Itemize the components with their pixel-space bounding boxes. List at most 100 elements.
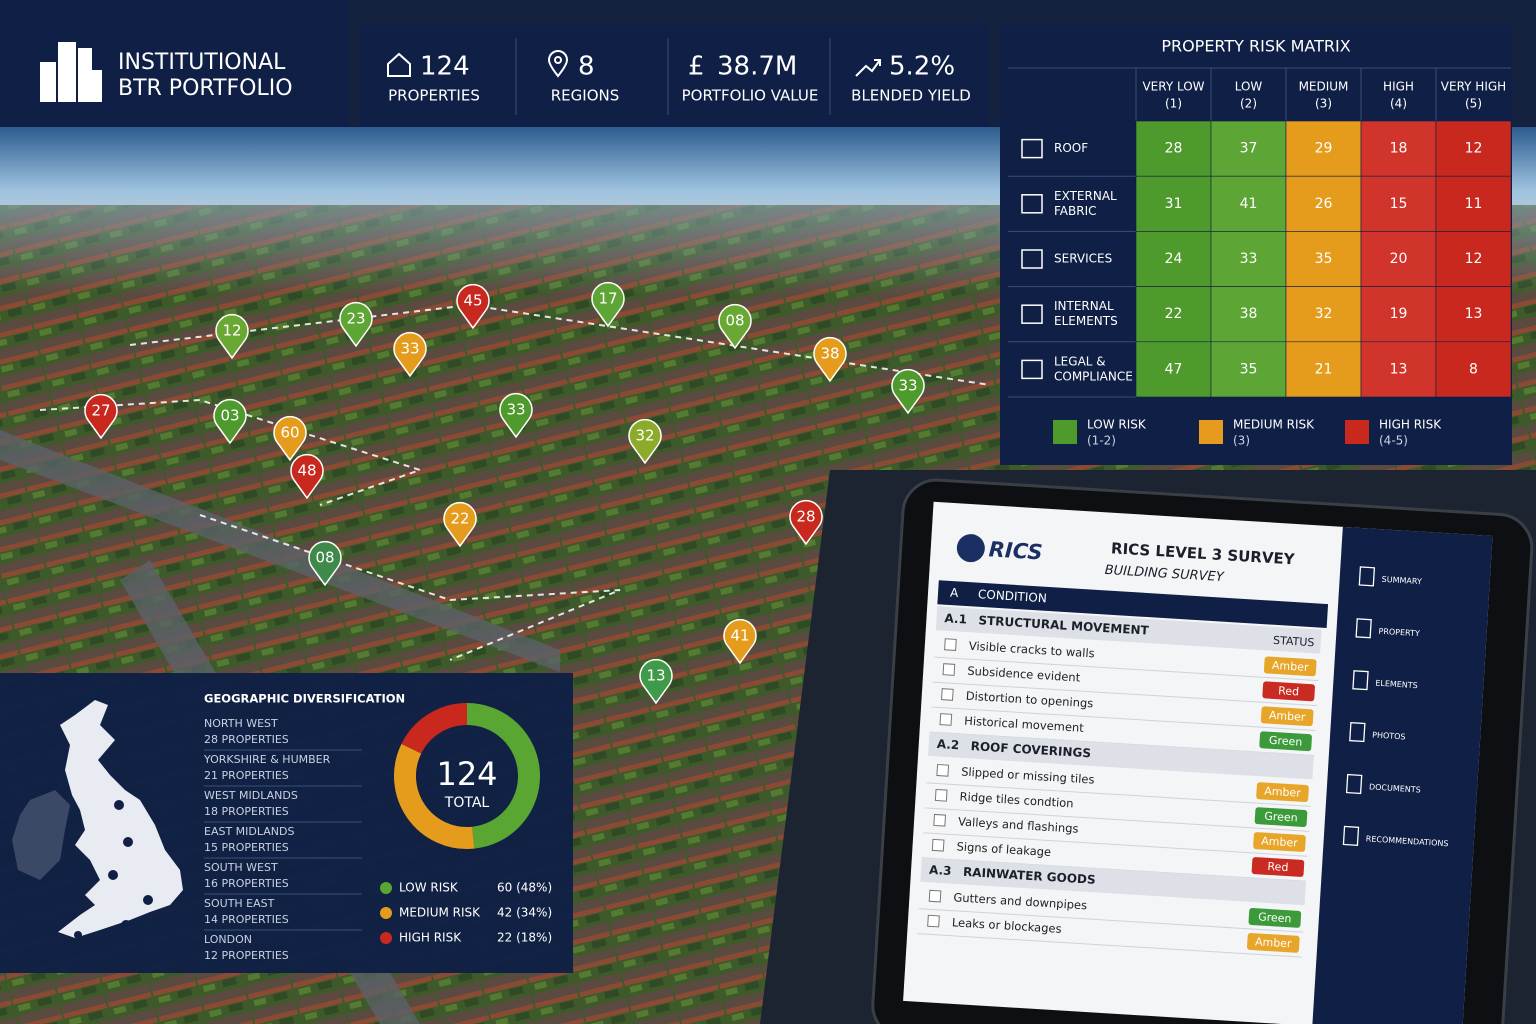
header-title: BTR PORTFOLIO xyxy=(118,76,293,101)
checkbox[interactable] xyxy=(944,638,957,651)
risk-cell xyxy=(1435,120,1512,177)
item-rule xyxy=(924,807,1310,832)
status-badge xyxy=(1253,832,1306,852)
region-count: 14 PROPERTIES xyxy=(204,913,289,926)
risk-cell xyxy=(1135,120,1212,177)
risk-value: 32 xyxy=(1315,306,1333,322)
checkbox[interactable] xyxy=(936,763,950,777)
legend-range: (4-5) xyxy=(1379,434,1408,448)
status-badge xyxy=(1247,932,1300,953)
map-pin xyxy=(308,540,342,587)
nav-item[interactable]: DOCUMENTS xyxy=(1369,782,1421,794)
column-level: (4) xyxy=(1390,97,1407,111)
map-pin xyxy=(789,499,823,546)
nav-item[interactable]: SUMMARY xyxy=(1381,575,1422,586)
stat-icons xyxy=(387,50,881,78)
risk-cell xyxy=(1435,175,1512,232)
risk-value: 37 xyxy=(1240,141,1258,157)
map-pin xyxy=(891,368,925,415)
region-name: SOUTH WEST xyxy=(204,861,278,874)
status-badge xyxy=(1254,807,1308,827)
nav-icon xyxy=(1358,566,1376,587)
row-icon xyxy=(1021,138,1043,159)
risk-value: 35 xyxy=(1240,361,1258,377)
legend-range: (3) xyxy=(1233,434,1250,448)
stat-value: 5.2% xyxy=(889,52,955,82)
status-badge xyxy=(1256,782,1309,803)
checkbox[interactable] xyxy=(941,688,954,701)
region-name: NORTH WEST xyxy=(204,717,278,730)
pin-label: 22 xyxy=(450,510,469,528)
map-pin xyxy=(213,398,247,445)
region-name: YORKSHIRE & HUMBER xyxy=(203,753,331,766)
checkbox[interactable] xyxy=(928,889,942,903)
stat-dividers xyxy=(515,38,831,115)
pin-label: 45 xyxy=(463,292,482,310)
legend-value: 22 (18%) xyxy=(497,931,552,945)
column-level: (2) xyxy=(1240,97,1257,111)
risk-value: 26 xyxy=(1315,196,1333,212)
matrix-title: PROPERTY RISK MATRIX xyxy=(1161,37,1350,56)
nav-icon xyxy=(1352,670,1369,691)
checkbox[interactable] xyxy=(933,813,947,827)
map-pin xyxy=(84,393,118,440)
pin-label: 33 xyxy=(898,377,917,395)
legend-value: 60 (48%) xyxy=(497,881,552,895)
status-badge xyxy=(1262,681,1315,702)
map-pin xyxy=(813,336,847,383)
item-rule xyxy=(934,656,1319,682)
pin-label: 03 xyxy=(220,407,239,425)
row-label: COMPLIANCE xyxy=(1054,369,1133,383)
survey-sidebar xyxy=(1312,526,1493,1024)
status-text: Amber xyxy=(1264,785,1302,800)
map-pin xyxy=(393,331,427,378)
pin-label: 28 xyxy=(796,508,815,526)
column-label: HIGH xyxy=(1383,80,1414,94)
status-text: Green xyxy=(1269,734,1303,749)
risk-value: 13 xyxy=(1465,306,1483,322)
status-text: Amber xyxy=(1269,709,1307,724)
nav-item[interactable]: PROPERTY xyxy=(1378,627,1420,639)
header-title: INSTITUTIONAL xyxy=(118,50,286,75)
group-header xyxy=(935,606,1322,654)
map-pin xyxy=(499,392,533,439)
column-level: (1) xyxy=(1165,97,1182,111)
nav-item[interactable]: ELEMENTS xyxy=(1375,679,1418,691)
pin-label: 38 xyxy=(820,345,839,363)
status-text: Amber xyxy=(1261,834,1299,849)
legend-label: HIGH RISK xyxy=(1379,418,1442,432)
pin-label: 23 xyxy=(346,310,365,328)
risk-cell xyxy=(1210,175,1287,232)
risk-value: 18 xyxy=(1390,141,1408,157)
pin-label: 27 xyxy=(91,402,110,420)
risk-cell xyxy=(1135,286,1212,343)
risk-value: 38 xyxy=(1240,306,1258,322)
building-icon xyxy=(40,42,102,102)
uk-map-markers xyxy=(74,800,153,939)
stats-panel xyxy=(360,25,988,127)
risk-value: 41 xyxy=(1240,196,1258,212)
legend-swatch xyxy=(1345,420,1369,444)
status-badge xyxy=(1263,656,1317,677)
risk-value: 28 xyxy=(1165,141,1183,157)
checkbox[interactable] xyxy=(927,914,940,928)
risk-cell xyxy=(1210,341,1287,398)
checkbox[interactable] xyxy=(931,838,945,852)
region-count: 16 PROPERTIES xyxy=(204,877,289,890)
risk-value: 22 xyxy=(1165,306,1183,322)
section-code: A xyxy=(950,585,960,600)
risk-value: 35 xyxy=(1315,251,1333,267)
legend-dot xyxy=(380,907,392,919)
risk-value: 20 xyxy=(1390,251,1408,267)
group-code: A.2 xyxy=(936,737,959,752)
checkbox[interactable] xyxy=(942,663,956,676)
item-text: Signs of leakage xyxy=(956,839,1051,859)
nav-item[interactable]: PHOTOS xyxy=(1372,731,1406,742)
ireland-shape xyxy=(12,790,70,880)
checkbox[interactable] xyxy=(934,788,948,802)
checkbox[interactable] xyxy=(939,713,953,726)
risk-cell xyxy=(1285,286,1362,343)
group-code: A.1 xyxy=(944,611,967,626)
row-icon xyxy=(1021,249,1043,269)
